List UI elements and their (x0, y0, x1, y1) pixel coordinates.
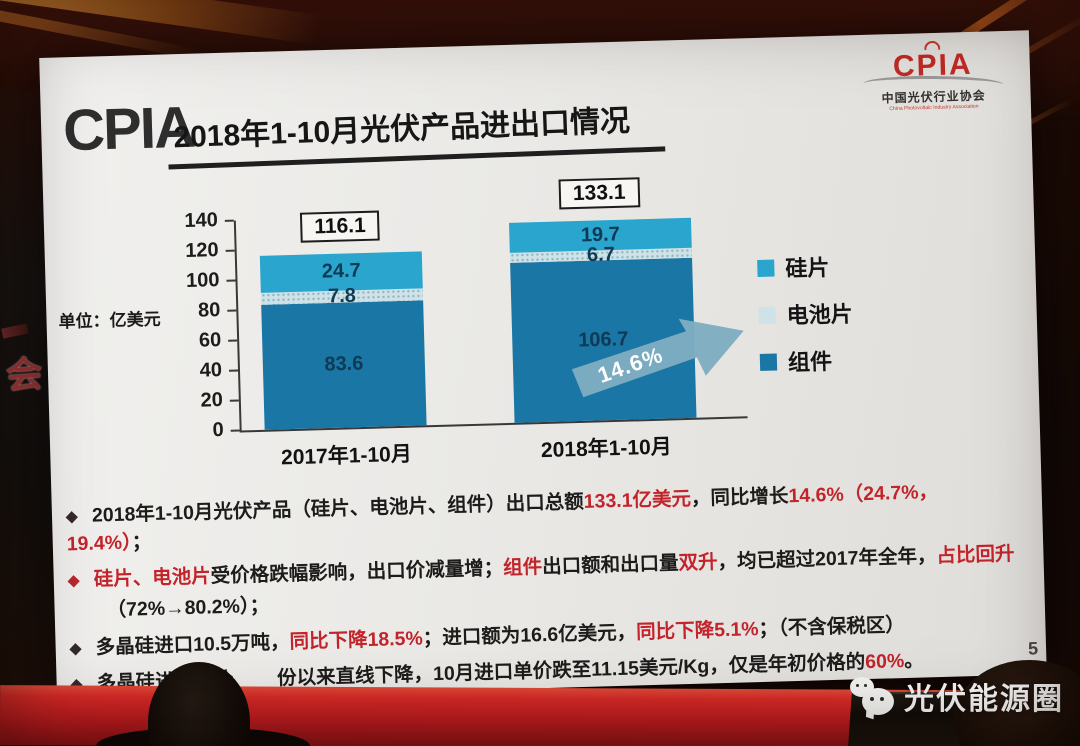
bullet-text: ，同比增长 (690, 485, 789, 510)
bullet-text: 受价格跌幅影响，出口价减量增； (210, 557, 504, 588)
bullet-text: 同比下降5.1% (635, 617, 759, 644)
bullet-text: 双升 (678, 551, 718, 575)
wechat-icon (850, 677, 894, 715)
bullet-text: ，均已超过2017年全年， (717, 545, 937, 574)
diamond-icon: ◆ (69, 639, 82, 658)
watermark-text: 光伏能源圈 (904, 683, 1064, 716)
bullet-text: 2018年1-10月光伏产品（硅片、电池片、组件）出口总额 (91, 490, 585, 527)
legend-swatch (758, 305, 776, 324)
bullet-text: ； (131, 530, 152, 554)
legend: 硅片 电池片 组件 (757, 249, 855, 393)
bullet-text: ；（不含保税区） (758, 613, 906, 640)
x-axis-label: 2017年1-10月 (280, 442, 413, 470)
bar-segment: 83.6 (261, 299, 427, 430)
bullet-text: 14.6% (788, 483, 845, 508)
bar-total: 133.1 (558, 177, 640, 210)
bullet-text: 。 (903, 649, 925, 673)
legend-swatch (759, 352, 778, 371)
banner-fragment (1, 323, 29, 339)
legend-item: 组件 (759, 343, 855, 378)
page-number: 5 (1027, 638, 1039, 659)
legend-label: 电池片 (786, 301, 854, 329)
bar-value-label: 19.7 (580, 223, 621, 247)
bar-value-label: 24.7 (321, 259, 362, 283)
diamond-icon: ◆ (67, 572, 80, 590)
x-axis-label: 2018年1-10月 (540, 435, 673, 463)
bar-chart: 0 20 40 60 80 100 120 140 83.6 7.8 24.7 116.1 2017年… (174, 177, 841, 492)
bullet-text: 硅片、电池片 (93, 565, 212, 591)
slide: CPIA 2018年1-10月光伏产品进出口情况 CPIA 中国光伏行业协会 C… (39, 30, 1047, 702)
legend-item: 硅片 (757, 249, 852, 284)
bullet-text: 133.1亿美元 (583, 487, 692, 513)
bullet-text: 占比回升 (936, 543, 1015, 568)
arrow-icon (571, 318, 744, 398)
legend-label: 组件 (787, 348, 833, 376)
chat-bubble-icon (862, 688, 894, 715)
cpia-logo: CPIA 中国光伏行业协会 China Photovoltaic Industr… (857, 39, 1009, 113)
bullet-text: （72%→80.2%）； (106, 594, 270, 622)
bullet-text: 60% (864, 650, 905, 674)
bullet-text: 份以来直线下降，10月进口单价跌至11.15美元/Kg，仅是年初价格的 (276, 651, 866, 690)
growth-arrow: 14.6% (564, 303, 755, 412)
unit-label: 单位：亿美元 (58, 309, 161, 332)
diamond-icon: ◆ (65, 508, 78, 526)
page-title: 2018年1-10月光伏产品进出口情况 (166, 94, 666, 170)
bar-value-label: 83.6 (324, 352, 364, 376)
bar-total: 116.1 (299, 210, 381, 243)
bullet-text: 出口额和出口量 (541, 552, 679, 579)
legend-item: 电池片 (758, 296, 853, 331)
bullet-text: ；进口额为16.6亿美元， (422, 621, 637, 650)
side-banner-text: 会 (4, 352, 44, 397)
bullet-text: 多晶硅进口10.5万吨， (95, 630, 290, 659)
bullet-text: 组件 (502, 556, 543, 580)
legend-swatch (757, 259, 775, 277)
bullet-text: 同比下降18.5% (289, 627, 424, 653)
legend-label: 硅片 (785, 254, 830, 282)
watermark: 光伏能源圈 (850, 674, 1064, 718)
bar-value-label: 7.8 (327, 284, 357, 308)
